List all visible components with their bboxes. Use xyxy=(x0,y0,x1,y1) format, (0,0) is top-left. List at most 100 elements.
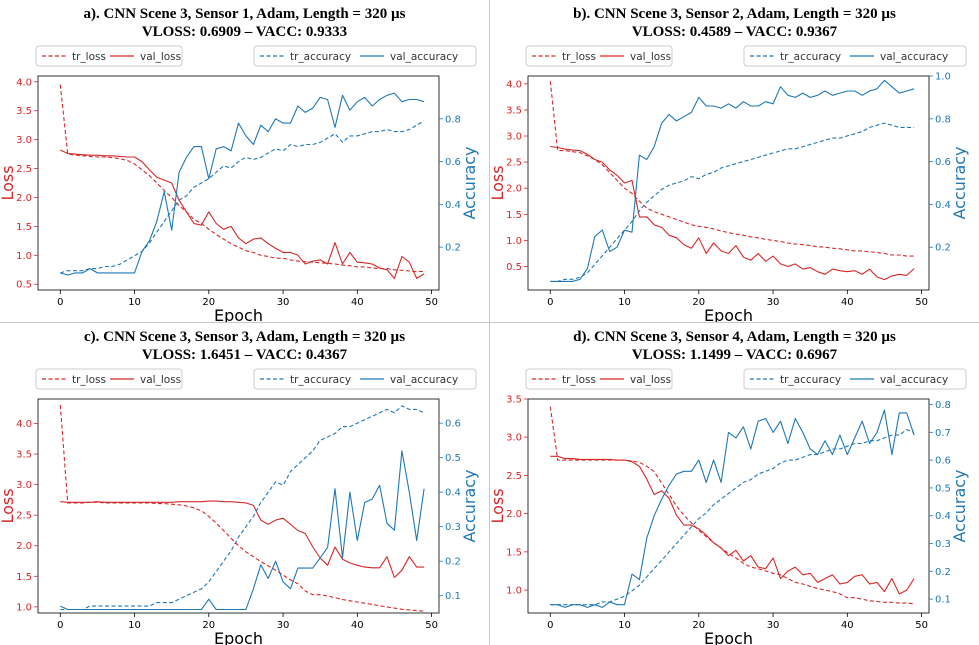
plot-frame xyxy=(527,398,930,614)
y-left-tick-label: 2.5 xyxy=(506,471,522,482)
y-left-tick-label: 0.5 xyxy=(16,280,32,291)
legend-label-tr-loss: tr_loss xyxy=(562,374,596,386)
legend: tr_loss val_loss xyxy=(35,45,183,67)
y-right-tick-label: 0.8 xyxy=(445,114,461,125)
x-tick-label: 0 xyxy=(57,620,63,631)
y-right-tick-label: 0.8 xyxy=(935,400,951,411)
plot-frame xyxy=(37,398,440,614)
x-tick-label: 30 xyxy=(767,620,780,631)
y-right-axis-label: Accuracy xyxy=(950,146,969,219)
y-right-tick-label: 0.2 xyxy=(445,557,461,568)
legend-frame xyxy=(35,45,183,67)
panel-d: d). CNN Scene 3, Sensor 4, Adam, Length … xyxy=(490,323,979,645)
chart-subtitle: VLOSS: 0.6909 – VACC: 0.9333 xyxy=(142,24,347,40)
horizontal-divider xyxy=(0,322,979,323)
y-left-tick-label: 2.0 xyxy=(506,184,522,195)
y-right-tick-label: 1.0 xyxy=(935,72,951,83)
y-left-tick-label: 3.5 xyxy=(506,395,522,406)
legend: tr_accuracy val_accuracy xyxy=(743,368,967,390)
y-right-axis-label: Accuracy xyxy=(460,146,479,219)
y-left-tick-label: 1.5 xyxy=(506,547,522,558)
y-right-tick-label: 0.6 xyxy=(935,456,951,467)
x-tick-label: 50 xyxy=(915,620,928,631)
y-left-tick-label: 2.0 xyxy=(16,541,32,552)
x-tick-label: 30 xyxy=(277,620,290,631)
y-left-tick-label: 4.0 xyxy=(16,77,32,88)
y-right-tick-label: 0.6 xyxy=(445,419,461,430)
y-left-tick-label: 3.0 xyxy=(16,480,32,491)
y-left-tick-label: 1.5 xyxy=(16,222,32,233)
y-left-tick-label: 3.5 xyxy=(16,450,32,461)
y-right-tick-label: 0.3 xyxy=(935,539,951,550)
y-left-tick-label: 1.0 xyxy=(506,236,522,247)
series-line-val-accuracy xyxy=(550,409,915,608)
y-right-tick-label: 0.8 xyxy=(935,114,951,125)
y-right-tick-label: 0.4 xyxy=(445,488,461,499)
x-tick-label: 10 xyxy=(128,620,141,631)
series-line-tr-accuracy xyxy=(550,429,915,606)
chart-title: a). CNN Scene 3, Sensor 1, Adam, Length … xyxy=(84,6,406,22)
x-tick-label: 0 xyxy=(547,297,553,308)
y-right-tick-label: 0.1 xyxy=(935,595,951,606)
x-tick-label: 40 xyxy=(351,297,364,308)
series-line-val-accuracy xyxy=(550,79,915,282)
chart-title: d). CNN Scene 3, Sensor 4, Adam, Length … xyxy=(573,329,896,345)
legend-label-tr-accuracy: tr_accuracy xyxy=(290,51,351,63)
y-left-tick-label: 3.5 xyxy=(16,106,32,117)
y-left-axis-label: Loss xyxy=(0,488,17,523)
y-left-tick-label: 1.5 xyxy=(506,210,522,221)
series-line-val-loss xyxy=(550,145,915,281)
series-line-val-accuracy xyxy=(60,450,425,611)
legend-label-val-loss: val_loss xyxy=(140,374,181,386)
y-left-axis-label: Loss xyxy=(0,165,17,200)
x-axis-label: Epoch xyxy=(214,629,263,645)
y-right-tick-label: 0.4 xyxy=(935,511,951,522)
series-line-tr-loss xyxy=(59,405,425,612)
x-tick-label: 40 xyxy=(841,297,854,308)
y-left-tick-label: 3.0 xyxy=(16,135,32,146)
legend-label-val-accuracy: val_accuracy xyxy=(880,374,948,386)
series-line-tr-loss xyxy=(59,84,425,273)
y-left-tick-label: 0.5 xyxy=(506,262,522,273)
series-line-val-accuracy xyxy=(60,92,425,276)
y-right-tick-label: 0.4 xyxy=(445,200,461,211)
legend-label-tr-accuracy: tr_accuracy xyxy=(290,374,351,386)
legend-label-tr-loss: tr_loss xyxy=(562,51,596,63)
y-right-axis-label: Accuracy xyxy=(460,469,479,542)
y-right-tick-label: 0.2 xyxy=(935,567,951,578)
y-left-tick-label: 2.0 xyxy=(506,509,522,520)
x-axis-label: Epoch xyxy=(704,629,753,645)
legend-label-val-accuracy: val_accuracy xyxy=(390,374,458,386)
legend-label-tr-loss: tr_loss xyxy=(72,51,106,63)
legend: tr_accuracy val_accuracy xyxy=(253,45,477,67)
series-line-tr-loss xyxy=(549,406,915,605)
y-right-tick-label: 0.5 xyxy=(445,453,461,464)
y-left-tick-label: 2.5 xyxy=(506,158,522,169)
legend: tr_loss val_loss xyxy=(525,45,673,67)
y-left-tick-label: 1.5 xyxy=(16,572,32,583)
y-right-axis-label: Accuracy xyxy=(950,469,969,542)
chart-title: c). CNN Scene 3, Sensor 3, Adam, Length … xyxy=(84,329,405,345)
y-left-axis-label: Loss xyxy=(490,488,507,523)
y-right-tick-label: 0.2 xyxy=(935,243,951,254)
y-right-tick-label: 0.4 xyxy=(935,200,951,211)
chart-svg: b). CNN Scene 3, Sensor 2, Adam, Length … xyxy=(490,6,969,322)
panel-a: a). CNN Scene 3, Sensor 1, Adam, Length … xyxy=(0,0,489,322)
y-left-tick-label: 3.0 xyxy=(506,132,522,143)
x-tick-label: 20 xyxy=(692,297,705,308)
x-tick-label: 10 xyxy=(128,297,141,308)
y-left-tick-label: 2.0 xyxy=(16,193,32,204)
plot-frame xyxy=(527,75,930,291)
y-left-tick-label: 3.0 xyxy=(506,433,522,444)
chart-svg: d). CNN Scene 3, Sensor 4, Adam, Length … xyxy=(490,329,969,645)
series-line-val-loss xyxy=(550,455,915,595)
x-tick-label: 20 xyxy=(202,297,215,308)
legend-frame xyxy=(525,45,673,67)
y-left-tick-label: 4.0 xyxy=(16,419,32,430)
y-left-tick-label: 3.5 xyxy=(506,105,522,116)
y-left-tick-label: 2.5 xyxy=(16,511,32,522)
legend-label-val-loss: val_loss xyxy=(630,374,671,386)
legend-label-val-accuracy: val_accuracy xyxy=(880,51,948,63)
y-right-tick-label: 0.5 xyxy=(935,483,951,494)
chart-svg: a). CNN Scene 3, Sensor 1, Adam, Length … xyxy=(0,6,479,322)
